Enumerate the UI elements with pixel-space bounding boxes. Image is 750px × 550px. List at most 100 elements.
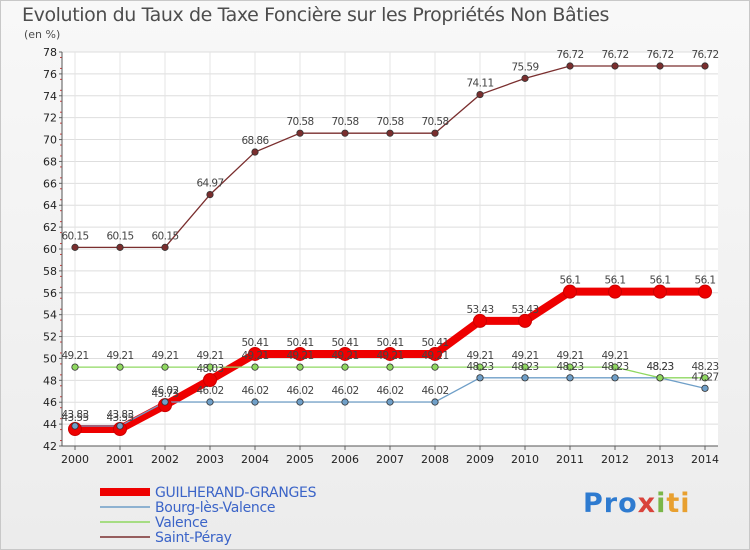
- data-point: [701, 62, 709, 70]
- data-label: 49.21: [286, 350, 313, 362]
- data-label: 60.15: [151, 230, 178, 242]
- data-label: 46.02: [331, 385, 358, 397]
- legend-label: GUILHERAND-GRANGES: [155, 485, 317, 501]
- data-label: 45.73: [151, 388, 178, 400]
- y-axis-unit-label: (en %): [24, 28, 61, 41]
- data-point: [431, 363, 439, 371]
- data-label: 76.72: [691, 49, 718, 61]
- data-label: 49.21: [601, 350, 628, 362]
- data-point: [476, 374, 484, 382]
- data-label: 48.23: [601, 361, 628, 373]
- data-point: [611, 363, 619, 371]
- data-label: 46.02: [286, 385, 313, 397]
- data-label: 46.02: [376, 385, 403, 397]
- logo-part: i: [656, 488, 667, 519]
- y-tick-label: 68: [43, 155, 57, 168]
- data-point: [251, 363, 259, 371]
- data-point: [518, 313, 532, 328]
- data-label: 49.21: [196, 350, 223, 362]
- data-point: [521, 374, 529, 382]
- data-point: [203, 373, 217, 388]
- data-point: [161, 398, 169, 406]
- data-label: 43.55: [61, 412, 88, 424]
- data-point: [563, 284, 577, 299]
- data-label: 50.41: [376, 337, 403, 349]
- data-label: 43.83: [106, 409, 133, 421]
- x-tick-label: 2009: [466, 453, 494, 466]
- data-label: 46.02: [196, 385, 223, 397]
- data-point: [161, 243, 169, 251]
- data-label: 49.21: [421, 350, 448, 362]
- data-point: [611, 374, 619, 382]
- data-label: 49.21: [106, 350, 133, 362]
- data-label: 49.21: [241, 350, 268, 362]
- data-point: [161, 363, 169, 371]
- data-point: [476, 90, 484, 99]
- y-tick-label: 70: [43, 134, 57, 147]
- data-label: 50.41: [241, 337, 268, 349]
- y-tick-label: 72: [43, 112, 57, 125]
- data-label: 70.58: [421, 116, 448, 128]
- data-label: 49.21: [61, 350, 88, 362]
- data-point: [386, 363, 394, 371]
- legend-label: Saint-Péray: [155, 530, 232, 546]
- data-label: 49.21: [556, 350, 583, 362]
- data-label: 46.02: [421, 385, 448, 397]
- data-label: 43.55: [106, 412, 133, 424]
- x-tick-label: 2010: [511, 453, 539, 466]
- data-point: [431, 129, 439, 137]
- x-tick-label: 2005: [286, 453, 314, 466]
- data-label: 56.1: [605, 275, 626, 287]
- data-label: 48.23: [556, 361, 583, 373]
- data-label: 56.1: [695, 275, 716, 287]
- data-label: 50.41: [331, 337, 358, 349]
- data-label: 48.03: [196, 363, 223, 375]
- data-label: 46.02: [151, 385, 178, 397]
- y-tick-label: 78: [43, 46, 57, 59]
- legend-label: Bourg-lès-Valence: [155, 500, 275, 516]
- y-tick-label: 66: [43, 177, 57, 190]
- data-label: 49.21: [466, 350, 493, 362]
- data-point: [206, 363, 214, 371]
- data-point: [206, 398, 214, 406]
- y-tick-label: 48: [43, 374, 57, 387]
- data-label: 49.21: [151, 350, 178, 362]
- data-point: [341, 129, 349, 137]
- data-point: [251, 148, 259, 156]
- data-point: [338, 346, 352, 361]
- data-label: 68.86: [241, 135, 269, 147]
- x-tick-label: 2014: [691, 453, 719, 466]
- y-tick-label: 58: [43, 265, 57, 278]
- data-label: 70.58: [286, 116, 313, 128]
- data-label: 56.1: [560, 275, 581, 287]
- x-tick-label: 2006: [331, 453, 359, 466]
- data-point: [71, 243, 79, 251]
- y-tick-label: 64: [43, 199, 57, 212]
- x-tick-label: 2000: [61, 453, 89, 466]
- chart-title: Evolution du Taux de Taxe Foncière sur l…: [22, 4, 610, 26]
- data-point: [428, 346, 442, 361]
- data-point: [383, 346, 397, 361]
- data-label: 50.41: [421, 337, 448, 349]
- data-point: [293, 346, 307, 361]
- proxiti-logo: Proxiti: [583, 488, 691, 519]
- data-point: [701, 384, 709, 392]
- data-label: 76.72: [601, 49, 628, 61]
- data-label: 48.23: [646, 361, 673, 373]
- data-point: [296, 398, 304, 406]
- data-label: 48.23: [466, 361, 493, 373]
- x-tick-label: 2008: [421, 453, 449, 466]
- y-tick-label: 50: [43, 352, 57, 365]
- y-tick-label: 56: [43, 287, 57, 300]
- data-label: 47.27: [691, 371, 718, 383]
- data-point: [71, 363, 79, 371]
- data-point: [698, 284, 712, 299]
- x-tick-label: 2003: [196, 453, 224, 466]
- logo-part: Pro: [583, 488, 638, 519]
- x-tick-label: 2001: [106, 453, 134, 466]
- y-tick-label: 74: [43, 90, 57, 103]
- data-label: 70.58: [331, 116, 358, 128]
- y-tick-label: 76: [43, 68, 57, 81]
- data-point: [431, 398, 439, 406]
- y-tick-label: 62: [43, 221, 57, 234]
